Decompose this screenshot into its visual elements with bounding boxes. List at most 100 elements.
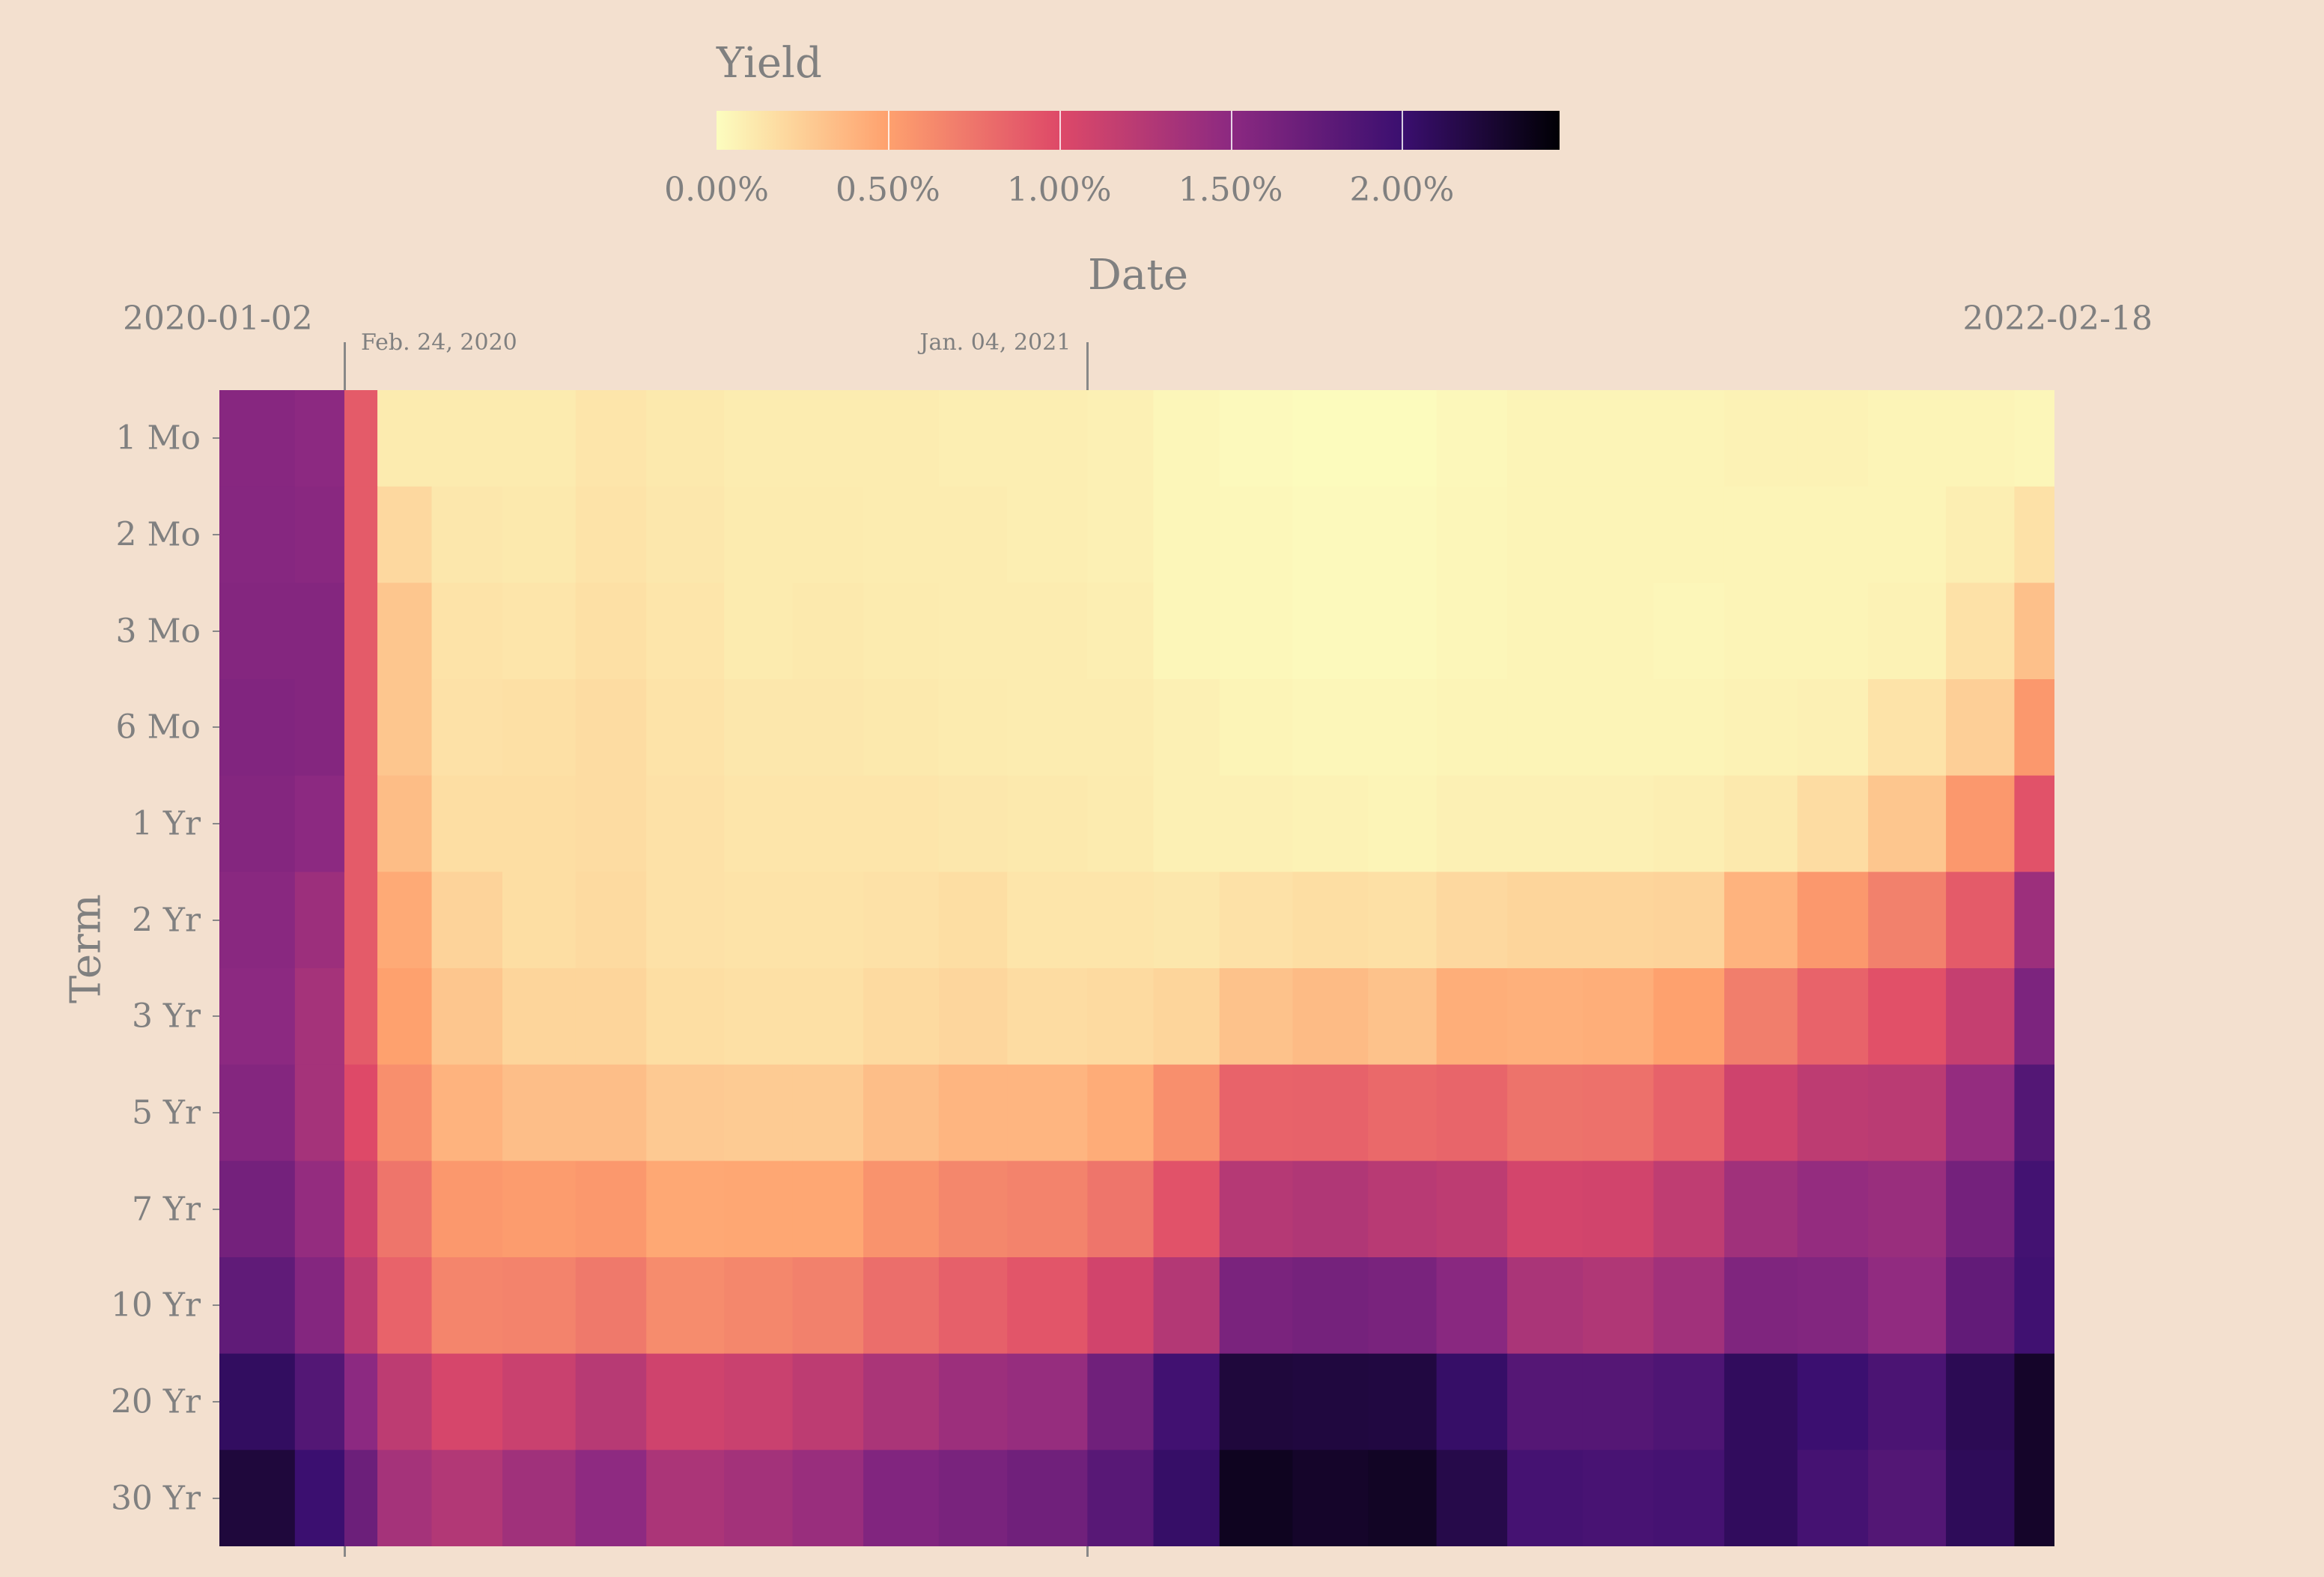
heatmap-cell	[792, 583, 864, 680]
heatmap-cell	[219, 583, 296, 680]
heatmap-cell	[1007, 1064, 1088, 1161]
heatmap-cell	[377, 1353, 433, 1450]
heatmap-cell	[1292, 1450, 1369, 1546]
heatmap-cell	[646, 679, 725, 777]
colorbar-tick-label: 1.00%	[1006, 171, 1112, 209]
heatmap-cell	[792, 1450, 864, 1546]
heatmap-cell	[938, 1257, 1008, 1355]
y-tick	[213, 919, 219, 921]
heatmap-cell	[1797, 679, 1869, 777]
heatmap-cell	[1582, 1064, 1654, 1161]
heatmap-cell	[1653, 1450, 1725, 1546]
y-tick	[213, 630, 219, 632]
heatmap-cell	[1797, 1161, 1869, 1258]
heatmap-cell	[1153, 1064, 1220, 1161]
heatmap-cell	[938, 968, 1008, 1066]
heatmap-cell	[1153, 968, 1220, 1066]
heatmap-cell	[1087, 872, 1155, 969]
heatmap-cell	[863, 872, 940, 969]
heatmap-cell	[431, 1353, 503, 1450]
x-range-end-label: 2022-02-18	[1962, 300, 2153, 338]
heatmap-cell	[1087, 679, 1155, 777]
heatmap-cell	[863, 486, 940, 583]
heatmap-cell	[1582, 486, 1654, 583]
heatmap-cell	[863, 775, 940, 872]
heatmap-cell	[792, 1161, 864, 1258]
colorbar-tick-label: 0.00%	[664, 171, 769, 209]
heatmap-cell	[1946, 872, 2015, 969]
heatmap-cell	[1368, 1064, 1438, 1161]
heatmap-cell	[294, 872, 345, 969]
heatmap-cell	[1219, 1161, 1293, 1258]
heatmap-cell	[1582, 1161, 1654, 1258]
heatmap-cell	[1436, 583, 1508, 680]
heatmap-cell	[1007, 583, 1088, 680]
heatmap-cell	[938, 872, 1008, 969]
heatmap-cell	[1153, 1161, 1220, 1258]
y-tick	[213, 726, 219, 729]
heatmap-cell	[1368, 583, 1438, 680]
heatmap-cell	[431, 968, 503, 1066]
heatmap-cell	[1219, 679, 1293, 777]
heatmap-cell	[1368, 1450, 1438, 1546]
heatmap-cell	[502, 775, 577, 872]
y-tick	[213, 534, 219, 535]
heatmap-cell	[344, 1353, 378, 1450]
heatmap-cell	[1368, 679, 1438, 777]
heatmap-cell	[2014, 486, 2054, 583]
heatmap-cell	[1219, 1064, 1293, 1161]
heatmap-cell	[377, 390, 433, 487]
heatmap-cell	[1507, 583, 1584, 680]
heatmap-cell	[1868, 1353, 1947, 1450]
heatmap-cell	[1868, 1450, 1947, 1546]
heatmap-cell	[646, 968, 725, 1066]
heatmap-cell	[2014, 1064, 2054, 1161]
heatmap-cell	[431, 1257, 503, 1355]
heatmap-cell	[1724, 679, 1798, 777]
heatmap-cell	[938, 486, 1008, 583]
heatmap-cell	[1868, 1257, 1947, 1355]
heatmap-cell	[1946, 1353, 2015, 1450]
heatmap-cell	[1087, 486, 1155, 583]
heatmap-cell	[1153, 1353, 1220, 1450]
heatmap-cell	[863, 968, 940, 1066]
heatmap-cell	[344, 486, 378, 583]
heatmap-cell	[1153, 1450, 1220, 1546]
heatmap-cell	[377, 775, 433, 872]
heatmap-cell	[1292, 1161, 1369, 1258]
heatmap-cell	[724, 583, 794, 680]
heatmap-cell	[377, 872, 433, 969]
heatmap-cell	[575, 583, 647, 680]
heatmap-cell	[1007, 486, 1088, 583]
colorbar-tick	[1059, 111, 1061, 150]
heatmap-cell	[1582, 583, 1654, 680]
heatmap-cell	[1219, 583, 1293, 680]
annotation-label: Feb. 24, 2020	[360, 329, 517, 356]
heatmap-cell	[294, 1450, 345, 1546]
heatmap-cell	[502, 1064, 577, 1161]
heatmap-cell	[575, 1257, 647, 1355]
heatmap-cell	[1653, 1161, 1725, 1258]
heatmap-cell	[1724, 1161, 1798, 1258]
x-range-start-label: 2020-01-02	[123, 300, 313, 338]
heatmap-cell	[1007, 968, 1088, 1066]
heatmap-cell	[1292, 679, 1369, 777]
heatmap-cell	[294, 1257, 345, 1355]
annotation-label: Jan. 04, 2021	[919, 329, 1071, 356]
y-tick-label: 5 Yr	[131, 1093, 201, 1132]
heatmap-cell	[2014, 583, 2054, 680]
y-tick-label: 2 Yr	[131, 901, 201, 940]
y-tick-label: 3 Yr	[131, 997, 201, 1036]
colorbar-tick	[1230, 111, 1232, 150]
heatmap-cell	[344, 583, 378, 680]
heatmap-cell	[575, 679, 647, 777]
heatmap-cell	[1653, 872, 1725, 969]
heatmap-cell	[1292, 583, 1369, 680]
heatmap-cell	[1653, 968, 1725, 1066]
y-tick-label: 20 Yr	[110, 1382, 201, 1421]
heatmap-cell	[219, 775, 296, 872]
heatmap-cell	[646, 1161, 725, 1258]
heatmap-cell	[1868, 1161, 1947, 1258]
heatmap-cell	[1087, 390, 1155, 487]
heatmap-cell	[646, 1353, 725, 1450]
